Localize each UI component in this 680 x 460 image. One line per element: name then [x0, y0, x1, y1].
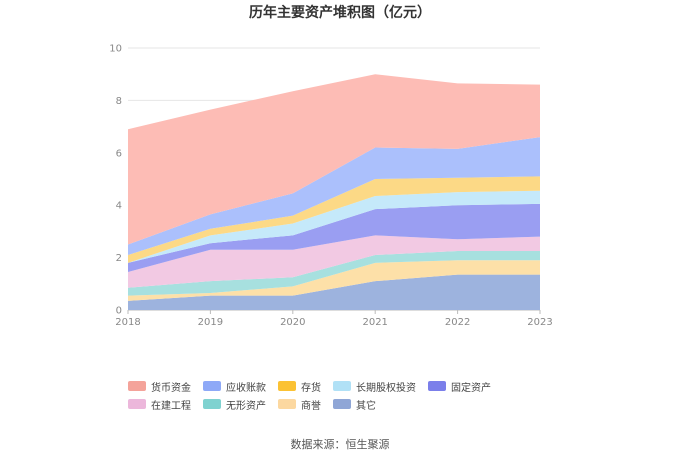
chart-title: 历年主要资产堆积图（亿元）: [249, 5, 431, 21]
legend-swatch: [203, 381, 221, 391]
legend-item[interactable]: 其它: [333, 395, 376, 413]
y-tick-label: 8: [116, 96, 122, 107]
legend-label: 货币资金: [151, 382, 191, 394]
legend-swatch: [278, 399, 296, 409]
legend-swatch: [128, 381, 146, 391]
legend-item[interactable]: 应收账款: [203, 377, 266, 395]
legend-item[interactable]: 存货: [278, 377, 321, 395]
legend-label: 应收账款: [226, 382, 266, 394]
plot-area: 0 2 4 6 8 10 2018 2019 2020 2021 2022 2023: [109, 44, 552, 329]
y-tick-label: 10: [109, 44, 122, 55]
axes: 0 2 4 6 8 10 2018 2019 2020 2021 2022 2023: [109, 44, 552, 329]
legend-label: 无形资产: [226, 400, 266, 412]
y-tick-label: 4: [116, 201, 122, 212]
x-tick-label: 2019: [198, 317, 223, 328]
area-series-在建工程[interactable]: [128, 235, 540, 288]
legend-item[interactable]: 无形资产: [203, 395, 266, 413]
legend-label: 长期股权投资: [356, 382, 416, 394]
legend: 货币资金 应收账款 存货 长期股权投资 固定资产在建工程 无形资产 商誉 其它: [128, 377, 558, 413]
legend-label: 其它: [356, 400, 376, 412]
y-tick-label: 6: [116, 148, 122, 159]
area-series-长期股权投资[interactable]: [128, 190, 540, 263]
legend-label: 商誉: [301, 400, 321, 412]
legend-item[interactable]: 固定资产: [428, 377, 491, 395]
data-source: 数据来源：恒生聚源: [290, 438, 390, 451]
x-tick-label: 2022: [445, 317, 470, 328]
legend-item[interactable]: 长期股权投资: [333, 377, 416, 395]
legend-swatch: [428, 381, 446, 391]
x-tick-label: 2018: [115, 317, 140, 328]
y-tick-label: 2: [116, 253, 122, 264]
legend-label: 在建工程: [151, 400, 191, 412]
legend-item[interactable]: 在建工程: [128, 395, 191, 413]
legend-label: 固定资产: [451, 382, 491, 394]
area-series-存货[interactable]: [128, 176, 540, 263]
y-tick-label: 0: [116, 306, 122, 317]
legend-swatch: [203, 399, 221, 409]
legend-item[interactable]: 货币资金: [128, 377, 191, 395]
legend-swatch: [333, 381, 351, 391]
legend-item[interactable]: 商誉: [278, 395, 321, 413]
legend-swatch: [333, 399, 351, 409]
x-tick-label: 2020: [280, 317, 305, 328]
x-tick-label: 2023: [527, 317, 552, 328]
area-series-应收账款[interactable]: [128, 137, 540, 255]
area-series-无形资产[interactable]: [128, 251, 540, 296]
legend-swatch: [278, 381, 296, 391]
area-series-固定资产[interactable]: [128, 203, 540, 273]
x-tick-label: 2021: [362, 317, 387, 328]
legend-swatch: [128, 399, 146, 409]
legend-label: 存货: [301, 382, 321, 394]
area-series-其它[interactable]: [128, 274, 540, 310]
area-series-group: [128, 74, 540, 310]
area-series-商誉[interactable]: [128, 260, 540, 301]
area-series-货币资金[interactable]: [128, 74, 540, 245]
